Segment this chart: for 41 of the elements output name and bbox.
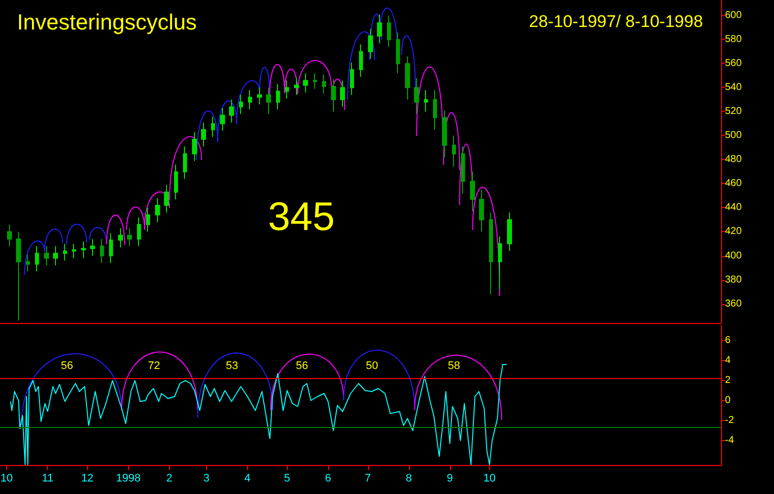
y-tick-label: 360 [725,298,742,310]
x-tick-label: 2 [166,472,172,484]
x-tick-label: 8 [406,472,412,484]
y-tick-label: 460 [725,178,742,190]
y-tick-label: 380 [725,274,742,286]
annotation: 58 [448,360,460,372]
y-tick-label: 580 [725,34,742,46]
y-tick-label: 600 [725,10,742,22]
annotation: 56 [60,360,74,372]
y-tick-label: -4 [725,435,734,446]
x-tick-label: 5 [284,472,290,484]
x-tick-label: 3 [203,472,210,484]
annotation: 345 [268,195,335,239]
y-tick-label: -2 [725,415,734,426]
y-tick-label: 520 [725,106,742,118]
x-tick-label: 10 [483,472,496,484]
y-tick-label: 4 [725,355,731,366]
y-tick-label: 540 [725,82,742,94]
x-tick-label: 9 [446,472,453,484]
y-tick-label: 440 [725,202,742,214]
x-tick-label: 6 [325,472,332,484]
x-tick-label: 7 [364,472,371,484]
y-tick-label: 480 [725,154,742,166]
y-tick-label: 2 [725,375,731,386]
y-tick-label: 560 [725,58,742,70]
y-tick-label: 0 [725,395,731,406]
text: Investeringscyclus [17,10,197,34]
y-tick-label: 500 [725,130,742,142]
x-tick-label: 11 [42,472,54,484]
annotation: 72 [148,360,160,372]
x-tick-label: 1998 [116,472,141,484]
x-tick-label: 10 [0,472,13,484]
x-tick-label: 12 [81,472,94,484]
y-tick-label: 400 [725,250,742,262]
annotation: 56 [296,360,308,372]
annotation: 50 [366,360,378,372]
y-tick-label: 420 [725,226,742,238]
x-tick-label: 4 [244,472,250,484]
y-tick-label: 6 [725,335,731,346]
annotation: 53 [226,360,238,372]
text: 28-10-1997/ 8-10-1998 [529,12,703,31]
